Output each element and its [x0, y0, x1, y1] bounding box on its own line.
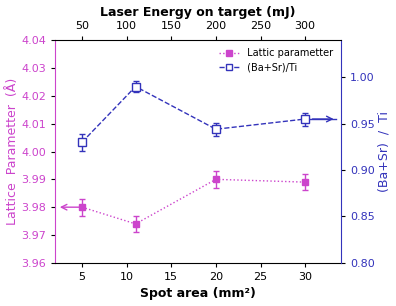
- Y-axis label: Lattice  Parametter  (Å): Lattice Parametter (Å): [6, 78, 19, 225]
- X-axis label: Spot area (mm²): Spot area (mm²): [140, 287, 256, 300]
- Legend:  Lattic parametter,  (Ba+Sr)/Ti: Lattic parametter, (Ba+Sr)/Ti: [216, 45, 336, 76]
- Y-axis label: (Ba+Sr)  /  Ti: (Ba+Sr) / Ti: [377, 111, 390, 192]
- X-axis label: Laser Energy on target (mJ): Laser Energy on target (mJ): [100, 6, 296, 19]
